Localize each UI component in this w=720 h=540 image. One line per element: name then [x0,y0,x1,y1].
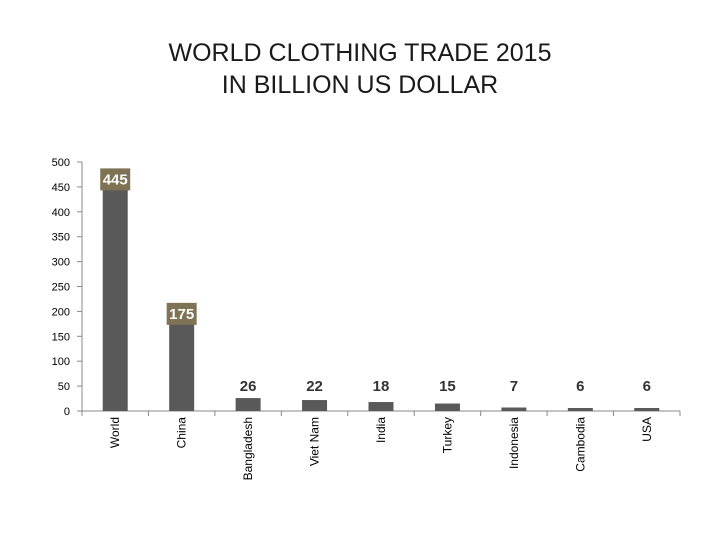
bar [102,189,128,411]
x-category-label: Bangladesh [241,417,255,480]
y-tick-label: 450 [52,182,70,194]
data-label: 6 [576,378,584,395]
chart-title-line-1: WORLD CLOTHING TRADE 2015 [168,39,552,67]
y-tick-label: 400 [52,207,70,219]
y-tick-label: 0 [64,406,70,418]
y-tick-label: 250 [52,282,70,294]
y-tick-label: 300 [52,257,70,269]
x-category-label: Cambodia [573,417,587,472]
bar [501,407,527,411]
data-label: 445 [103,171,128,188]
data-label: 175 [169,306,194,323]
bar [368,402,394,411]
bar [434,403,460,411]
data-label: 26 [240,378,257,395]
data-label-box [166,302,197,325]
bar [567,408,593,411]
data-label: 15 [439,378,456,395]
y-tick-label: 100 [52,356,70,368]
bar [302,400,328,411]
x-category-label: Viet Nam [308,417,322,466]
x-category-label: Indonesia [507,417,521,469]
x-category-label: World [108,417,122,448]
y-tick-label: 200 [52,306,70,318]
x-category-label: India [374,417,388,443]
y-tick-label: 50 [58,381,70,393]
bar [235,398,261,411]
bar [169,323,195,411]
data-label: 18 [373,378,390,395]
x-category-label: China [175,417,189,449]
data-label-box [100,168,131,191]
bar [634,408,660,411]
x-category-label: USA [640,417,654,442]
data-label: 7 [510,378,518,395]
x-category-label: Turkey [440,417,454,453]
y-tick-label: 350 [52,232,70,244]
data-label: 22 [306,378,323,395]
y-tick-label: 500 [52,157,70,169]
y-tick-label: 150 [52,331,70,343]
data-label: 6 [643,378,651,395]
chart-title-line-2: IN BILLION US DOLLAR [221,71,499,99]
